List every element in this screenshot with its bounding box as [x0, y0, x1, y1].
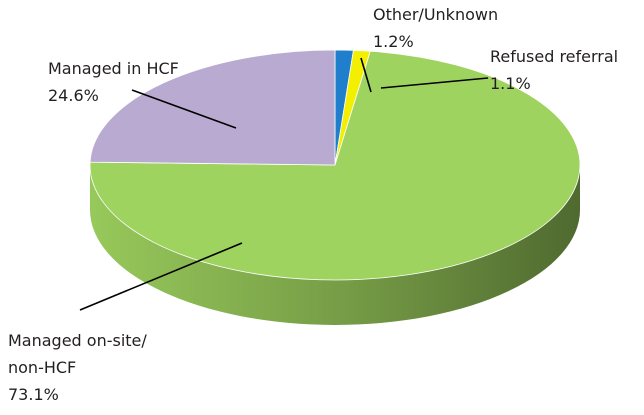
value-label: 73.1% [8, 385, 59, 404]
pie-slice [89, 50, 581, 281]
value-label: 1.1% [490, 74, 531, 93]
leader-line [360, 57, 372, 93]
pie-slice [89, 49, 336, 166]
pie-tops [89, 49, 581, 281]
leader-line [380, 77, 489, 89]
category-label: Other/Unknown [373, 5, 498, 24]
value-label: 24.6% [48, 86, 99, 105]
leader-line [131, 89, 237, 129]
category-label: Refused referral [490, 47, 618, 66]
category-label: Managed on-site/non-HCF [8, 331, 147, 377]
labels: Other/Unknown 1.2% Refused referral 1.1% Man… [8, 5, 618, 404]
pie-side-shade [90, 165, 580, 325]
leader-line [79, 242, 243, 311]
category-label: Managed in HCF [48, 59, 179, 78]
pie-sides [90, 165, 580, 325]
value-label: 1.2% [373, 32, 414, 51]
